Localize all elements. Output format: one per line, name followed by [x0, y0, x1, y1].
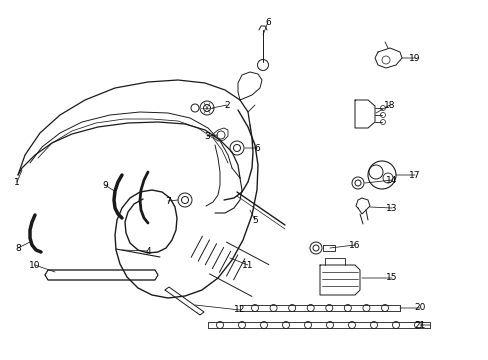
Text: 18: 18: [384, 100, 395, 109]
Text: 19: 19: [408, 54, 420, 63]
Text: 6: 6: [254, 144, 259, 153]
Text: 20: 20: [413, 303, 425, 312]
Text: 8: 8: [15, 243, 21, 252]
Text: 12: 12: [234, 306, 245, 315]
Text: 11: 11: [242, 261, 253, 270]
Text: 16: 16: [348, 240, 360, 249]
Text: 15: 15: [386, 274, 397, 283]
Text: 4: 4: [145, 247, 150, 256]
Text: 17: 17: [408, 171, 420, 180]
Text: 9: 9: [102, 180, 108, 189]
Text: 6: 6: [264, 18, 270, 27]
Text: 3: 3: [203, 131, 209, 140]
Text: 1: 1: [14, 177, 20, 186]
Text: 21: 21: [413, 320, 425, 329]
Text: 10: 10: [29, 261, 41, 270]
Text: 14: 14: [386, 176, 397, 185]
Text: 5: 5: [252, 216, 257, 225]
Text: 2: 2: [224, 100, 229, 109]
Text: 13: 13: [386, 203, 397, 212]
Text: 7: 7: [165, 197, 170, 206]
Polygon shape: [45, 270, 158, 280]
